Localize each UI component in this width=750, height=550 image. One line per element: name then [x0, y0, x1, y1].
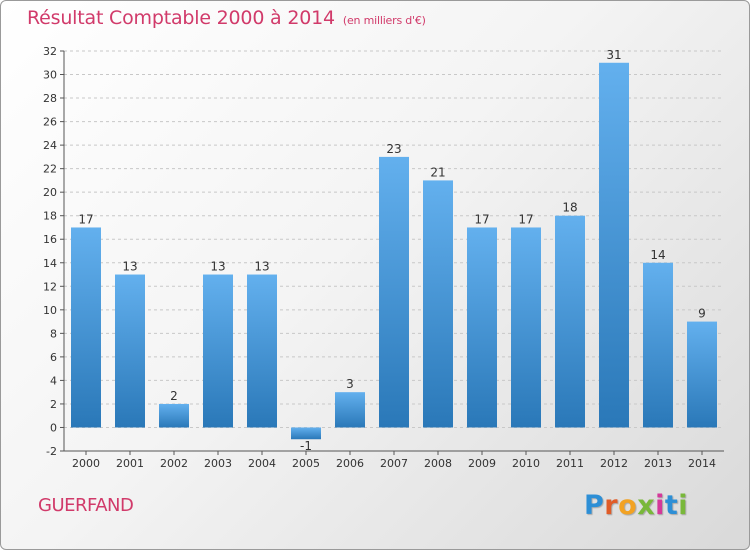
bar — [511, 227, 541, 428]
logo-letter: o — [618, 490, 638, 521]
x-tick-label: 2003 — [204, 457, 232, 470]
chart-title-text: Résultat Comptable 2000 à 2014 — [27, 7, 335, 29]
bar — [115, 274, 145, 428]
y-tick-label: 26 — [43, 116, 57, 129]
y-tick-label: 28 — [43, 92, 57, 105]
y-tick-label: 10 — [43, 304, 57, 317]
logo-letter: r — [604, 490, 619, 521]
x-tick-label: 2004 — [248, 457, 276, 470]
y-tick-label: 12 — [43, 280, 57, 293]
y-tick-label: 16 — [43, 233, 57, 246]
x-tick-label: 2002 — [160, 457, 188, 470]
y-tick-label: 14 — [43, 257, 57, 270]
bar — [291, 427, 321, 440]
y-tick-label: 2 — [50, 398, 57, 411]
bar — [71, 227, 101, 428]
commune-name: GUERFAND — [38, 495, 134, 516]
bar-value-label: 9 — [698, 307, 706, 321]
bar-value-label: -1 — [300, 439, 312, 453]
y-tick-label: 22 — [43, 163, 57, 176]
bar — [203, 274, 233, 428]
y-tick-label: 18 — [43, 210, 57, 223]
x-tick-label: 2010 — [512, 457, 540, 470]
y-tick-label: 32 — [43, 45, 57, 58]
x-tick-label: 2005 — [292, 457, 320, 470]
x-tick-label: 2011 — [556, 457, 584, 470]
x-tick-label: 2013 — [644, 457, 672, 470]
labels: -202468101214161820222426283032200017200… — [43, 45, 716, 470]
bars — [71, 62, 717, 440]
x-tick-label: 2000 — [72, 457, 100, 470]
bar — [247, 274, 277, 428]
bar-value-label: 18 — [562, 201, 577, 215]
x-tick-label: 2009 — [468, 457, 496, 470]
bar-value-label: 13 — [210, 260, 225, 274]
bar — [335, 392, 365, 428]
logo-letter: x — [637, 490, 656, 521]
bar-value-label: 23 — [386, 142, 401, 156]
x-tick-label: 2007 — [380, 457, 408, 470]
x-tick-label: 2001 — [116, 457, 144, 470]
bar-value-label: 17 — [78, 212, 93, 226]
bar — [467, 227, 497, 428]
axes — [60, 50, 724, 455]
bar — [643, 262, 673, 428]
bar-value-label: 3 — [346, 377, 354, 391]
bar-value-label: 31 — [606, 48, 621, 62]
bar — [379, 156, 409, 428]
bar-value-label: 13 — [122, 260, 137, 274]
logo-letter: P — [584, 490, 605, 521]
bar — [555, 215, 585, 428]
logo-letter: i — [655, 490, 665, 521]
bar — [687, 321, 717, 428]
logo-letter: t — [664, 490, 679, 521]
bar — [159, 403, 189, 428]
y-tick-label: -2 — [46, 445, 57, 458]
proxiti-logo: Proxiti — [584, 490, 688, 521]
x-tick-label: 2014 — [688, 457, 716, 470]
bar-value-label: 13 — [254, 260, 269, 274]
y-tick-label: 4 — [50, 374, 57, 387]
bar-value-label: 14 — [650, 248, 665, 262]
chart-subtitle: (en milliers d'€) — [342, 14, 426, 27]
y-tick-label: 20 — [43, 186, 57, 199]
x-tick-label: 2008 — [424, 457, 452, 470]
logo-letter: i — [678, 490, 689, 521]
bar — [423, 180, 453, 428]
y-tick-label: 30 — [43, 69, 57, 82]
y-tick-label: 24 — [43, 139, 57, 152]
bar-value-label: 17 — [474, 212, 489, 226]
x-tick-label: 2012 — [600, 457, 628, 470]
y-tick-label: 6 — [50, 351, 57, 364]
bar-value-label: 21 — [430, 165, 445, 179]
x-tick-label: 2006 — [336, 457, 364, 470]
chart-title: Résultat Comptable 2000 à 2014 (en millie… — [27, 7, 426, 29]
bar — [599, 62, 629, 428]
y-tick-label: 0 — [50, 421, 57, 434]
bar-value-label: 17 — [518, 212, 533, 226]
bar-value-label: 2 — [170, 389, 178, 403]
y-tick-label: 8 — [50, 327, 57, 340]
